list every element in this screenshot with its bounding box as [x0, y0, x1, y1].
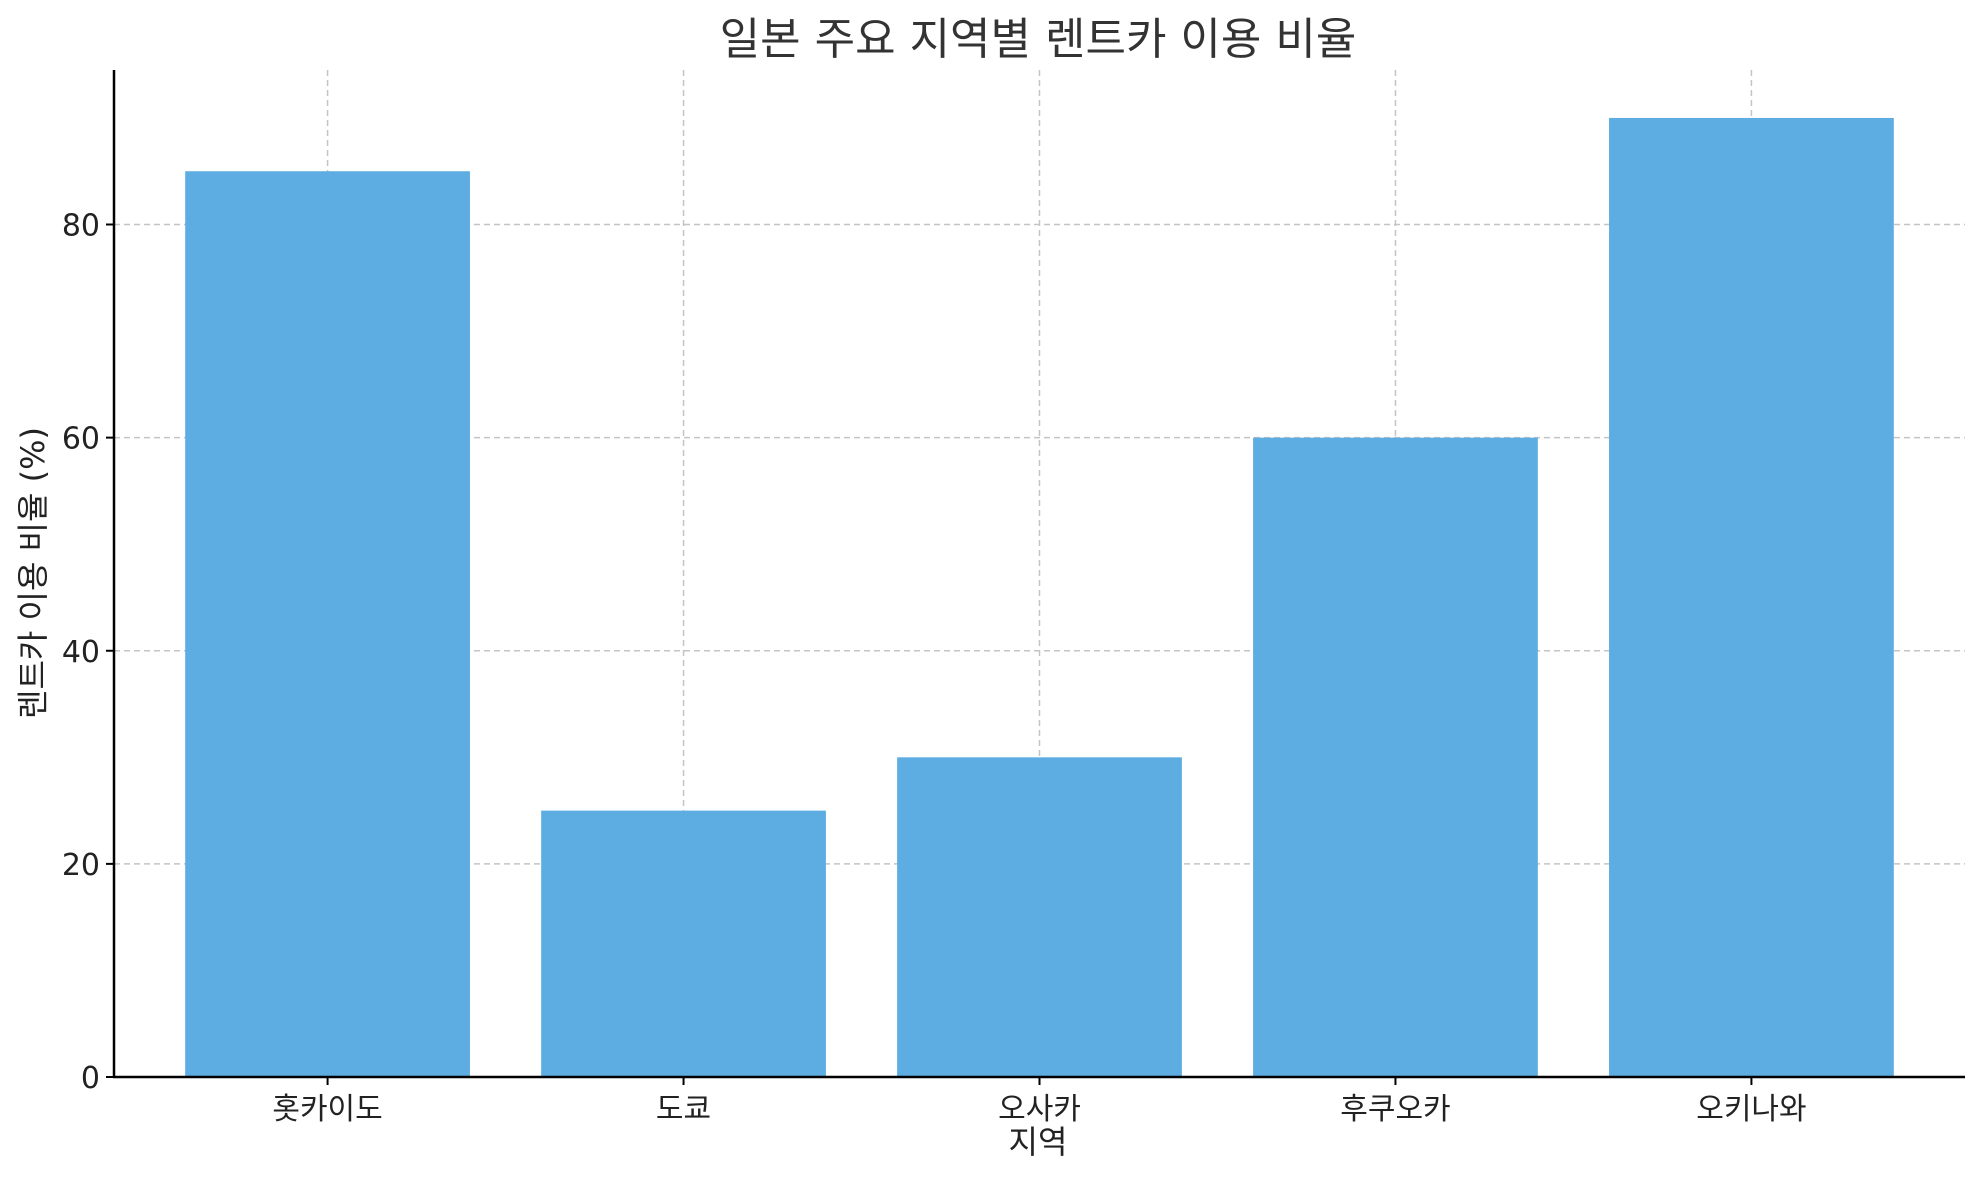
x-tick-label: 후쿠오카 [1340, 1092, 1450, 1127]
bar-4 [1253, 437, 1538, 1078]
y-tick-label: 60 [62, 422, 100, 457]
y-tick-label: 80 [62, 209, 100, 244]
x-axis-label: 지역 [1009, 1123, 1068, 1161]
y-axis-label: 렌트카 이용 비율 (%) [14, 427, 52, 719]
bar-5 [1609, 117, 1894, 1077]
y-ticks: 0 20 40 60 80 [62, 209, 114, 1096]
bar-1 [185, 171, 470, 1078]
x-tick-label: 홋카이도 [272, 1092, 382, 1127]
x-tick-label: 도쿄 [656, 1092, 711, 1127]
y-tick-label: 0 [81, 1061, 100, 1096]
chart-title: 일본 주요 지역별 렌트카 이용 비율 [720, 14, 1357, 65]
x-ticks: 홋카이도 도쿄 오사카 후쿠오카 오키나와 [272, 1077, 1807, 1127]
x-tick-label: 오키나와 [1696, 1092, 1806, 1127]
y-tick-label: 20 [62, 848, 100, 883]
bar-2 [541, 810, 826, 1077]
x-tick-label: 오사카 [998, 1092, 1081, 1127]
bar-3 [897, 757, 1182, 1077]
y-tick-label: 40 [62, 635, 100, 670]
bars [185, 117, 1894, 1078]
